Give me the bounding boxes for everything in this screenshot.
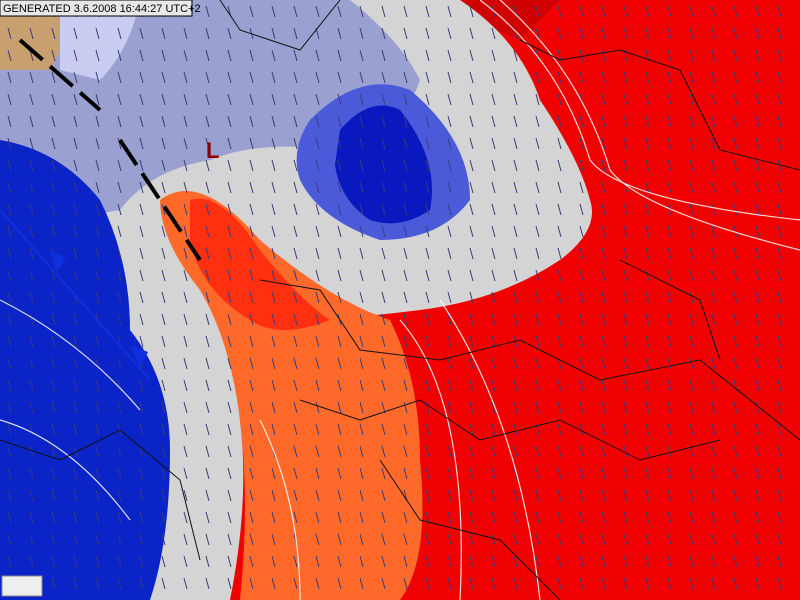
low-label: L — [206, 138, 219, 163]
timestamp: GENERATED 3.6.2008 16:44:27 UTC+2 — [3, 3, 201, 15]
timestamp-box — [0, 0, 193, 17]
front — [18, 38, 202, 262]
front-markers — [50, 250, 148, 368]
cold-front — [0, 209, 151, 381]
legend-icon — [1, 575, 43, 597]
